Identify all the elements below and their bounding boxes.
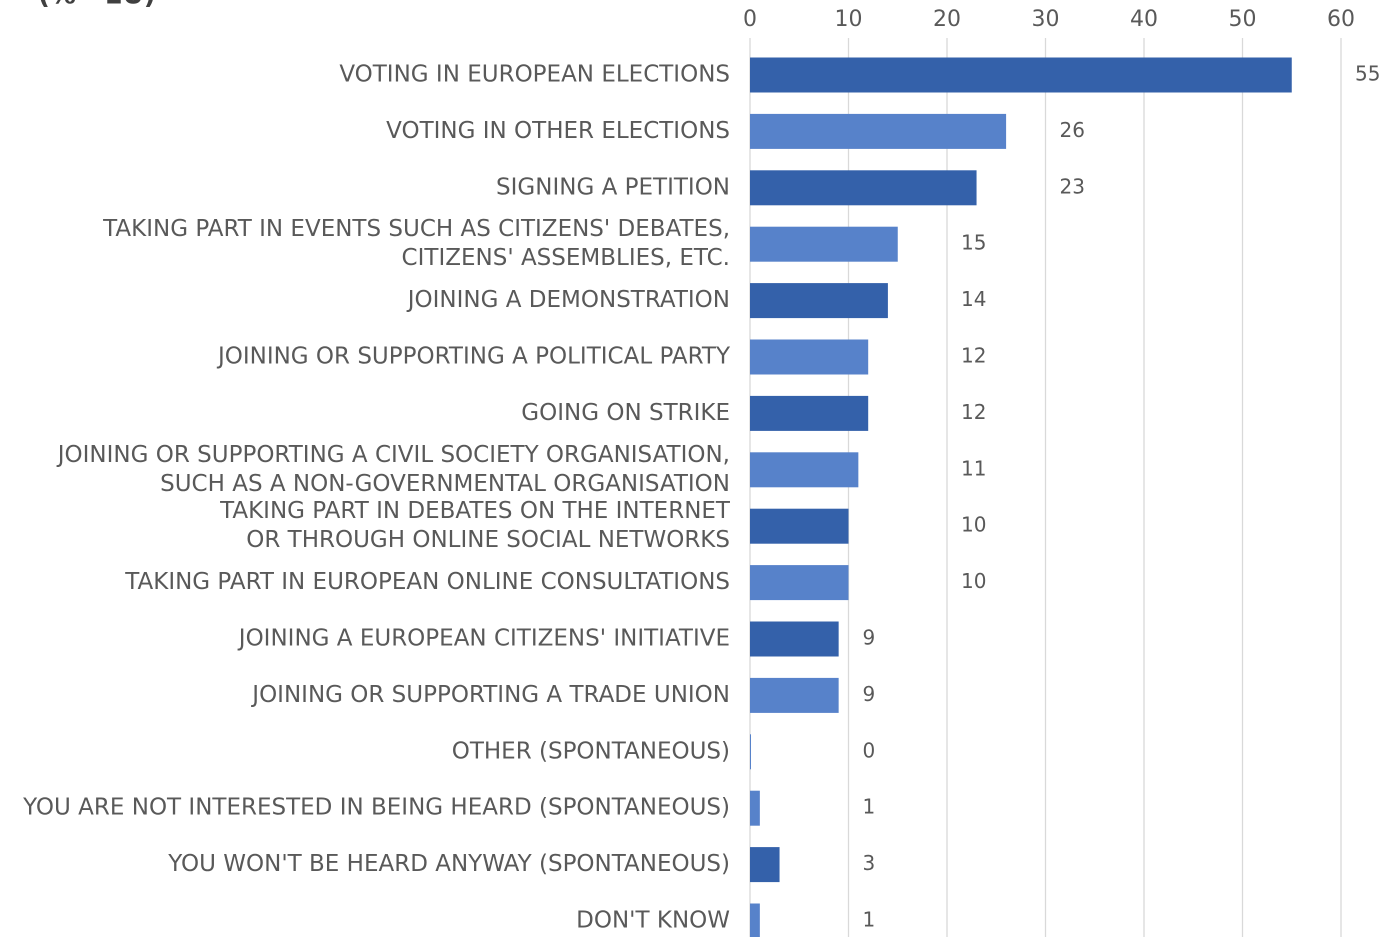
category-label: TAKING PART IN EVENTS SUCH AS CITIZENS' … <box>102 216 730 242</box>
value-label: 9 <box>863 682 876 706</box>
bar <box>750 395 869 431</box>
value-label: 9 <box>863 626 876 650</box>
value-label: 15 <box>961 231 986 255</box>
category-label: TAKING PART IN EUROPEAN ONLINE CONSULTAT… <box>124 569 730 595</box>
bar <box>750 452 859 488</box>
category-label: DON'T KNOW <box>576 908 730 934</box>
category-label: SIGNING A PETITION <box>496 174 730 200</box>
category-label: JOINING OR SUPPORTING A CIVIL SOCIETY OR… <box>56 442 730 468</box>
category-label: GOING ON STRIKE <box>521 400 730 426</box>
value-label: 10 <box>961 513 986 537</box>
bar <box>750 57 1292 93</box>
category-label: JOINING A EUROPEAN CITIZENS' INITIATIVE <box>237 626 730 652</box>
bar <box>750 339 869 375</box>
value-label: 1 <box>863 908 876 932</box>
category-label: OR THROUGH ONLINE SOCIAL NETWORKS <box>246 527 730 553</box>
bar <box>750 170 977 206</box>
value-label: 12 <box>961 344 986 368</box>
value-label: 11 <box>961 456 986 480</box>
bar <box>750 790 760 826</box>
value-label: 26 <box>1060 118 1085 142</box>
bar <box>750 508 849 544</box>
value-label: 1 <box>863 795 876 819</box>
x-tick-label: 10 <box>835 7 863 32</box>
value-label: 12 <box>961 400 986 424</box>
category-label: YOU WON'T BE HEARD ANYWAY (SPONTANEOUS) <box>167 851 730 877</box>
category-label: VOTING IN OTHER ELECTIONS <box>386 118 730 144</box>
value-label: 0 <box>863 738 876 762</box>
bar <box>750 903 760 937</box>
category-label: TAKING PART IN DEBATES ON THE INTERNET <box>219 498 731 524</box>
bar <box>750 226 898 262</box>
category-label: VOTING IN EUROPEAN ELECTIONS <box>339 62 730 88</box>
x-tick-label: 20 <box>933 7 961 32</box>
value-label: 23 <box>1060 174 1085 198</box>
bar <box>750 283 888 319</box>
x-tick-label: 0 <box>743 7 757 32</box>
x-tick-label: 40 <box>1130 7 1158 32</box>
bar <box>750 847 780 883</box>
x-tick-label: 50 <box>1229 7 1257 32</box>
category-label: JOINING A DEMONSTRATION <box>406 287 730 313</box>
bar <box>750 113 1007 149</box>
bar <box>750 677 839 713</box>
bar <box>750 734 751 770</box>
chart-subtitle: (% - EU) <box>38 0 156 11</box>
x-tick-label: 30 <box>1032 7 1060 32</box>
category-label: JOINING OR SUPPORTING A TRADE UNION <box>250 682 730 708</box>
category-label: YOU ARE NOT INTERESTED IN BEING HEARD (S… <box>22 795 730 821</box>
bar <box>750 621 839 657</box>
value-label: 55 <box>1355 62 1380 86</box>
value-label: 3 <box>863 851 876 875</box>
category-label: SUCH AS A NON-GOVERNMENTAL ORGANISATION <box>160 471 730 497</box>
bar <box>750 565 849 601</box>
x-tick-label: 60 <box>1327 7 1355 32</box>
category-label: OTHER (SPONTANEOUS) <box>452 738 730 764</box>
category-label: CITIZENS' ASSEMBLIES, ETC. <box>402 245 730 271</box>
value-label: 10 <box>961 569 986 593</box>
value-label: 14 <box>961 287 986 311</box>
category-label: JOINING OR SUPPORTING A POLITICAL PARTY <box>216 344 731 370</box>
